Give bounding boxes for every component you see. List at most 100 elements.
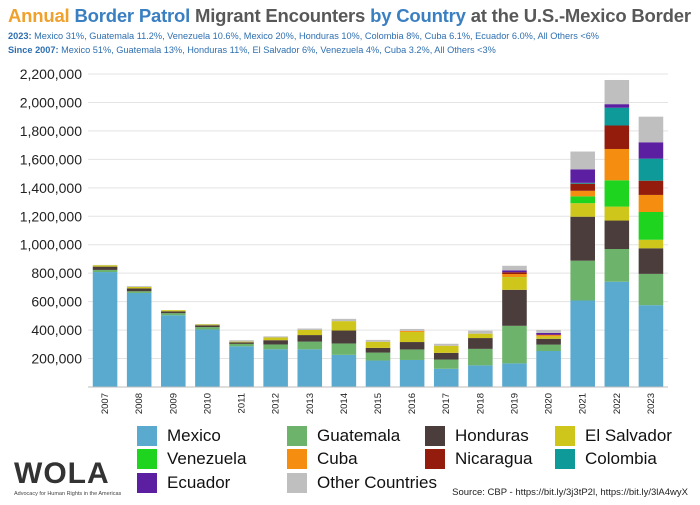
bar-segment-el-salvador-2014: [331, 321, 357, 331]
bar-segment-other-countries-2013: [297, 328, 323, 330]
bar-segment-mexico-2018: [468, 365, 493, 387]
y-tick-label: 1,400,000: [20, 180, 82, 196]
legend-label: Guatemala: [317, 426, 401, 445]
bar-segment-other-countries-2018: [468, 330, 493, 334]
bar-segment-venezuela-2023: [638, 212, 664, 240]
legend-label: Other Countries: [317, 473, 437, 492]
bar-segment-mexico-2012: [263, 349, 288, 387]
x-tick-label: 2016: [407, 393, 418, 414]
bar-segment-el-salvador-2016: [399, 331, 425, 343]
bar-segment-mexico-2019: [502, 363, 527, 387]
y-tick-label: 2,000,000: [20, 94, 82, 110]
bar-segment-mexico-2008: [126, 292, 152, 387]
stacked-bar-chart: 200,000 400,000 600,000 800,000 1,000,000 1,2…: [20, 66, 668, 414]
bar-segment-cuba-2020: [536, 335, 561, 337]
bar-segment-honduras-2012: [263, 340, 288, 345]
legend-swatch: [555, 426, 575, 446]
logo-wordmark: WOLA: [14, 457, 110, 490]
bar-segment-other-countries-2015: [365, 339, 391, 342]
y-tick-label: 1,200,000: [20, 208, 82, 224]
bar-segment-honduras-2010: [195, 325, 220, 328]
bar-segment-venezuela-2022: [604, 180, 630, 207]
bar-stack-2019: [502, 265, 527, 387]
bar-stack-2015: [365, 339, 391, 387]
subtitle-since-2007-text: Mexico 51%, Guatemala 13%, Honduras 11%,…: [61, 45, 496, 55]
bar-segment-honduras-2013: [297, 335, 323, 342]
x-tick-label: 2013: [305, 393, 316, 414]
legend-swatch: [425, 449, 445, 469]
bar-segment-honduras-2023: [638, 248, 664, 274]
bar-stack-2009: [161, 310, 186, 387]
bar-segment-guatemala-2019: [502, 325, 527, 364]
bars: [92, 79, 664, 387]
legend-item-guatemala: Guatemala: [287, 426, 400, 446]
bar-segment-other-countries-2020: [536, 329, 561, 333]
legend-label: Ecuador: [167, 473, 231, 492]
bar-segment-mexico-2015: [365, 360, 391, 387]
bar-segment-honduras-2020: [536, 338, 561, 345]
source-note: Source: CBP - https://bit.ly/3j3tP2l, ht…: [452, 487, 688, 498]
bar-segment-honduras-2018: [468, 338, 493, 349]
bar-segment-guatemala-2013: [297, 341, 323, 350]
x-tick-label: 2021: [578, 393, 589, 414]
x-tick-label: 2018: [475, 393, 486, 414]
bar-stack-2008: [126, 286, 152, 387]
subtitle-2023: 2023: Mexico 31%, Guatemala 11.2%, Venez…: [8, 31, 698, 41]
bar-segment-guatemala-2021: [570, 260, 595, 301]
y-tick-label: 1,000,000: [20, 237, 82, 253]
bar-segment-honduras-2022: [604, 220, 630, 249]
y-tick-label: 800,000: [31, 265, 82, 281]
bar-segment-ecuador-2021: [570, 169, 595, 183]
bar-segment-el-salvador-2010: [195, 324, 220, 326]
bar-segment-honduras-2021: [570, 216, 595, 261]
legend-label: Venezuela: [167, 449, 247, 468]
legend-swatch: [137, 473, 157, 493]
bar-segment-guatemala-2023: [638, 273, 664, 306]
bar-stack-2010: [195, 323, 220, 387]
bar-segment-cuba-2021: [570, 190, 595, 197]
bar-stack-2023: [638, 116, 664, 387]
bar-segment-other-countries-2012: [263, 336, 288, 338]
bar-segment-el-salvador-2022: [604, 206, 630, 221]
bar-segment-mexico-2022: [604, 281, 630, 387]
bar-segment-honduras-2014: [331, 330, 357, 344]
title-word-at-border: at the U.S.-Mexico Border: [470, 5, 691, 26]
bar-segment-honduras-2008: [126, 288, 152, 292]
y-tick-label: 600,000: [31, 294, 82, 310]
legend-label: Cuba: [317, 449, 358, 468]
bar-stack-2017: [433, 343, 459, 387]
bar-stack-2013: [297, 328, 323, 387]
bar-segment-other-countries-2017: [433, 343, 459, 346]
bar-segment-honduras-2019: [502, 289, 527, 326]
bar-segment-el-salvador-2013: [297, 329, 323, 336]
bar-segment-mexico-2021: [570, 300, 595, 387]
bar-segment-mexico-2011: [229, 346, 254, 387]
bar-segment-el-salvador-2021: [570, 203, 595, 217]
bar-segment-guatemala-2015: [365, 352, 391, 361]
bar-segment-el-salvador-2011: [229, 341, 254, 343]
bar-stack-2022: [604, 79, 630, 387]
y-tick-label: 400,000: [31, 322, 82, 338]
title-word-migrant-encounters: Migrant Encounters: [195, 5, 366, 26]
bar-stack-2016: [399, 328, 425, 387]
y-tick-label: 1,600,000: [20, 151, 82, 167]
legend-label: Colombia: [585, 449, 657, 468]
bar-segment-ecuador-2023: [638, 142, 664, 159]
bar-segment-el-salvador-2019: [502, 277, 527, 290]
bar-segment-other-countries-2014: [331, 318, 357, 322]
legend-swatch: [425, 426, 445, 446]
legend-item-cuba: Cuba: [287, 449, 358, 469]
bar-segment-mexico-2010: [195, 329, 220, 387]
bar-segment-guatemala-2017: [433, 359, 459, 369]
bar-segment-other-countries-2022: [604, 79, 630, 105]
bar-stack-2011: [229, 340, 254, 387]
bar-segment-el-salvador-2018: [468, 333, 493, 339]
subtitle-2023-text: Mexico 31%, Guatemala 11.2%, Venezuela 1…: [34, 31, 599, 41]
bar-segment-colombia-2023: [638, 158, 664, 181]
bar-segment-honduras-2007: [92, 266, 118, 270]
x-tick-label: 2022: [612, 393, 623, 414]
y-tick-label: 2,200,000: [20, 66, 82, 82]
legend-item-other-countries: Other Countries: [287, 473, 437, 493]
legend-swatch: [287, 426, 307, 446]
bar-segment-guatemala-2007: [92, 269, 118, 273]
